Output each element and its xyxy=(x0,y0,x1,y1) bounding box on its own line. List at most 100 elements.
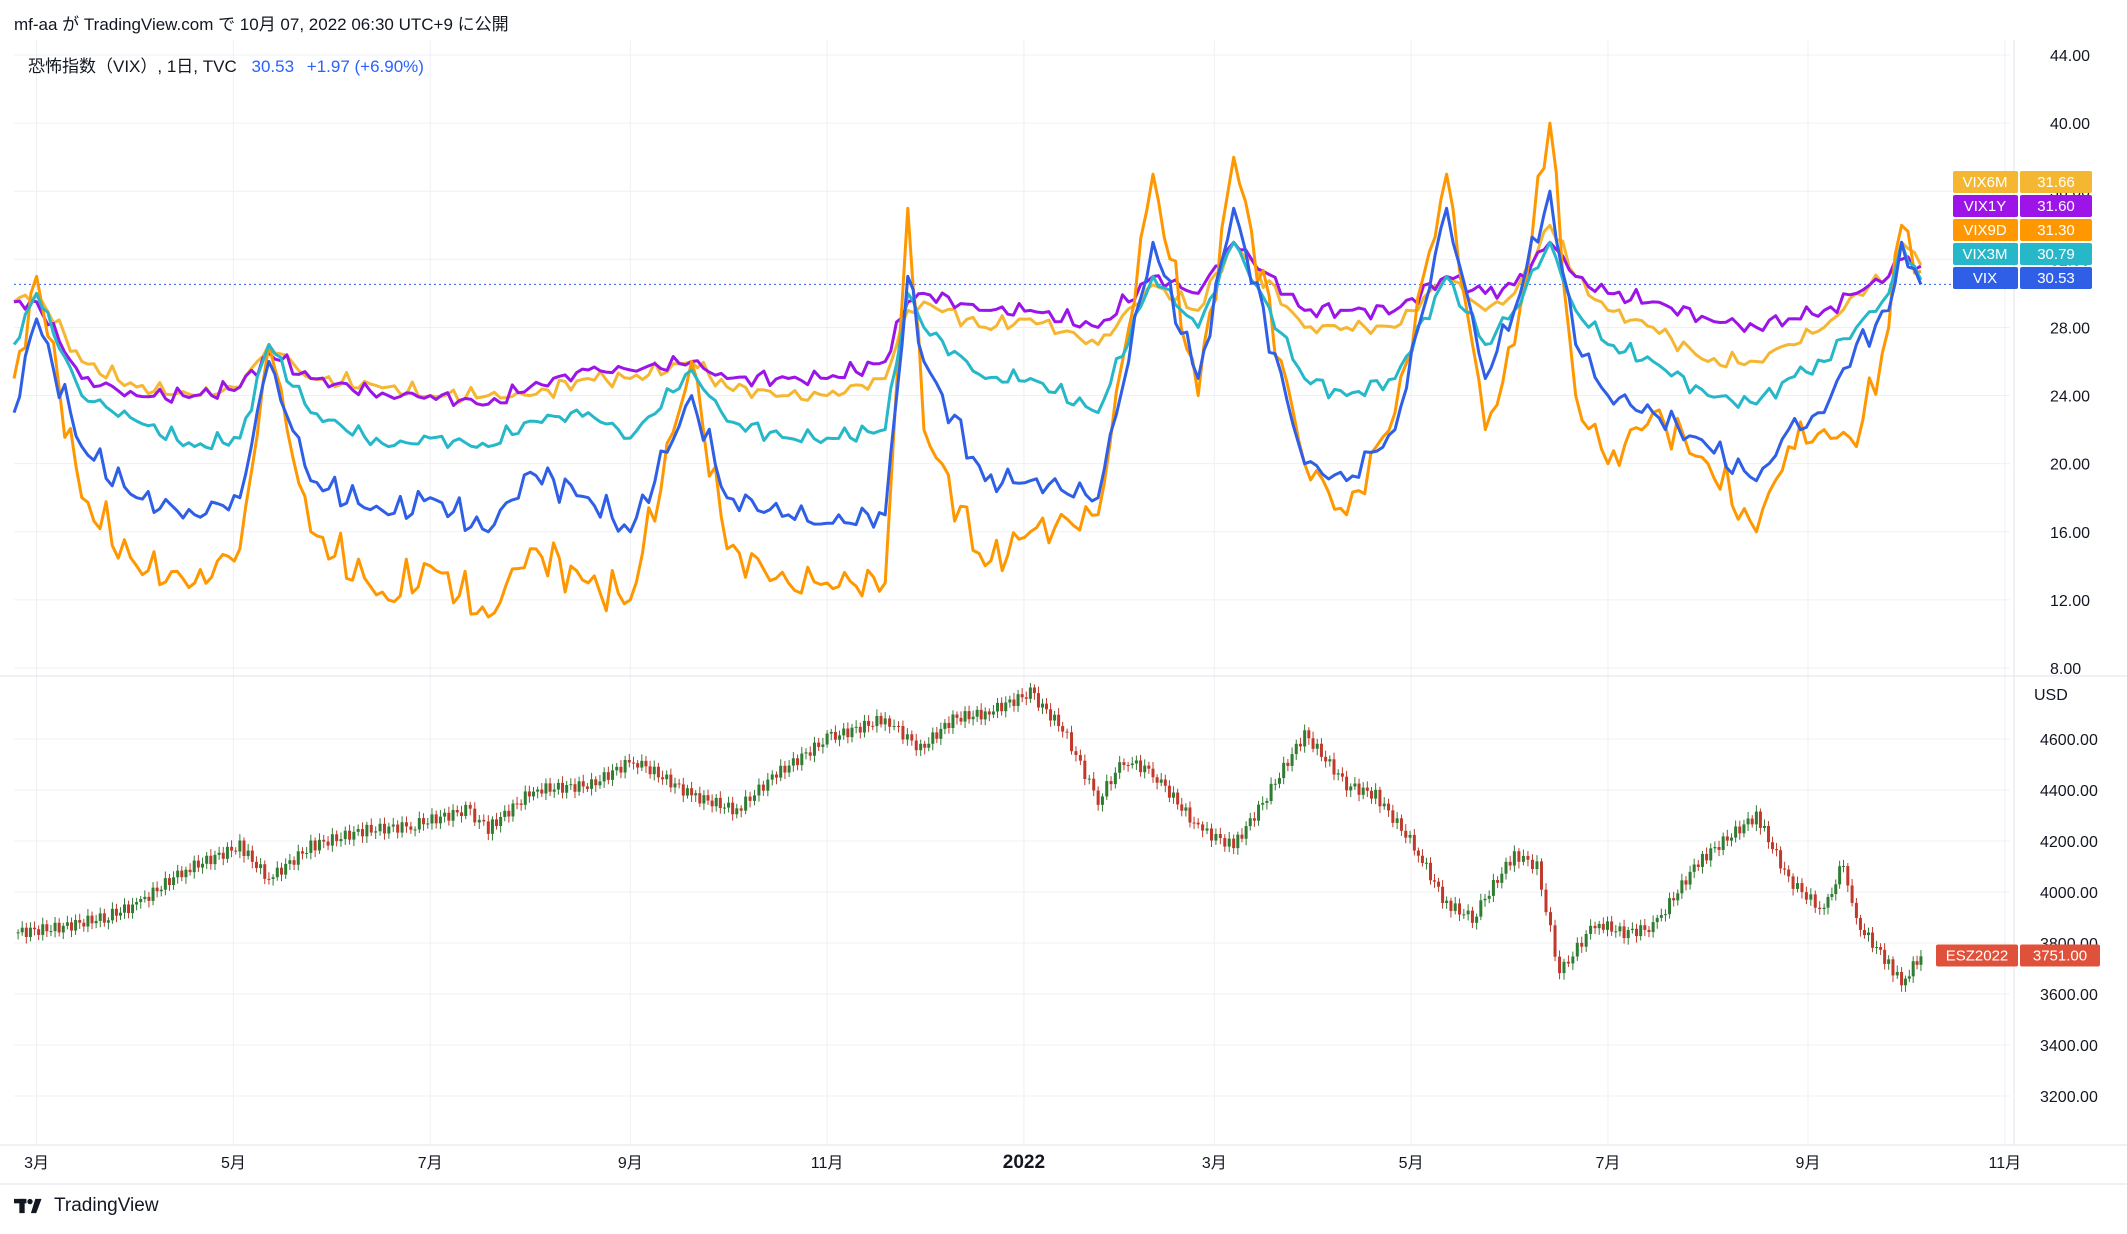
vix-axis-tick-label[interactable]: 8.00 xyxy=(2050,661,2081,678)
candle-body[interactable] xyxy=(685,788,689,796)
symbol-legend[interactable]: 恐怖指数（VIX）, 1日, TVC 30.53 +1.97 (+6.90%) xyxy=(28,52,424,77)
candle-body[interactable] xyxy=(322,839,326,842)
candle-body[interactable] xyxy=(348,830,352,840)
candle-body[interactable] xyxy=(1766,825,1770,843)
candle-body[interactable] xyxy=(1232,838,1236,849)
candle-body[interactable] xyxy=(1349,786,1353,791)
candle-body[interactable] xyxy=(443,812,447,817)
futures-axis-tick-label[interactable]: 4600.00 xyxy=(2040,732,2098,749)
candle-body[interactable] xyxy=(1192,822,1196,824)
candle-body[interactable] xyxy=(365,824,369,837)
candle-body[interactable] xyxy=(673,783,677,788)
candle-body[interactable] xyxy=(201,863,205,868)
candle-body[interactable] xyxy=(573,784,577,792)
candle-body[interactable] xyxy=(735,808,739,815)
candle-body[interactable] xyxy=(1049,709,1053,721)
candle-body[interactable] xyxy=(275,867,279,878)
candle-body[interactable] xyxy=(757,784,761,796)
futures-axis-tick-label[interactable]: 4400.00 xyxy=(2040,783,2098,800)
candle-body[interactable] xyxy=(523,791,527,805)
candle-body[interactable] xyxy=(975,709,979,717)
candle-body[interactable] xyxy=(246,850,250,857)
vix-axis-tick-label[interactable]: 12.00 xyxy=(2050,593,2090,610)
candle-body[interactable] xyxy=(871,725,875,727)
candle-body[interactable] xyxy=(1684,880,1688,885)
candle-body[interactable] xyxy=(1813,894,1817,908)
candle-body[interactable] xyxy=(1838,866,1842,885)
candle-body[interactable] xyxy=(581,781,585,787)
candle-body[interactable] xyxy=(1365,787,1369,791)
candle-body[interactable] xyxy=(1589,925,1593,934)
candle-body[interactable] xyxy=(1205,828,1209,831)
brand-footer[interactable]: TradingView xyxy=(14,1195,159,1217)
candle-body[interactable] xyxy=(326,841,330,846)
series-line-vix3m[interactable] xyxy=(12,240,1923,451)
candle-body[interactable] xyxy=(271,877,275,879)
candle-body[interactable] xyxy=(987,711,991,715)
candle-body[interactable] xyxy=(1020,694,1024,698)
candle-body[interactable] xyxy=(652,766,656,775)
candle-body[interactable] xyxy=(640,760,644,768)
candle-body[interactable] xyxy=(391,824,395,827)
candle-body[interactable] xyxy=(396,824,400,833)
candle-body[interactable] xyxy=(983,711,987,720)
candle-body[interactable] xyxy=(279,867,283,875)
candle-body[interactable] xyxy=(1635,928,1639,937)
candle-body[interactable] xyxy=(1113,772,1117,785)
candle-body[interactable] xyxy=(590,779,594,789)
candle-body[interactable] xyxy=(910,734,914,741)
series-line-vix[interactable] xyxy=(12,189,1923,534)
candle-body[interactable] xyxy=(1530,859,1534,870)
candle-body[interactable] xyxy=(296,851,300,865)
time-axis[interactable]: 3月 5月 7月 9月 11月 2022 3月 5月 7月 9月 11月 xyxy=(24,1152,2021,1173)
candle-body[interactable] xyxy=(404,822,408,827)
candle-body[interactable] xyxy=(53,922,57,932)
candle-body[interactable] xyxy=(238,840,242,852)
candle-body[interactable] xyxy=(1273,783,1277,785)
candle-body[interactable] xyxy=(495,819,499,827)
candle-body[interactable] xyxy=(1475,916,1479,923)
candle-body[interactable] xyxy=(821,744,825,747)
candle-body[interactable] xyxy=(1100,796,1104,805)
candle-body[interactable] xyxy=(426,823,430,825)
candle-body[interactable] xyxy=(1070,732,1074,752)
candle-body[interactable] xyxy=(1672,898,1676,901)
candle-body[interactable] xyxy=(1433,880,1437,882)
candle-body[interactable] xyxy=(1261,802,1265,805)
time-axis-label[interactable]: 5月 xyxy=(1399,1155,1424,1172)
candle-body[interactable] xyxy=(317,839,321,851)
candle-body[interactable] xyxy=(1065,731,1069,733)
candle-body[interactable] xyxy=(1850,885,1854,903)
candle-body[interactable] xyxy=(1676,893,1680,901)
candle-body[interactable] xyxy=(833,731,837,740)
candle-body[interactable] xyxy=(1783,868,1787,870)
candle-body[interactable] xyxy=(1298,743,1302,747)
candle-body[interactable] xyxy=(1862,929,1866,936)
candle-body[interactable] xyxy=(850,727,854,738)
candle-body[interactable] xyxy=(842,728,846,736)
candle-body[interactable] xyxy=(1155,777,1159,783)
candle-body[interactable] xyxy=(1601,923,1605,930)
candle-body[interactable] xyxy=(1911,961,1915,977)
series-line-vix6m[interactable] xyxy=(13,223,1923,404)
candle-body[interactable] xyxy=(143,896,147,900)
candle-body[interactable] xyxy=(147,896,151,901)
candle-body[interactable] xyxy=(1265,800,1269,803)
candle-body[interactable] xyxy=(1087,778,1091,780)
candle-body[interactable] xyxy=(41,924,45,935)
candle-body[interactable] xyxy=(748,796,752,801)
candle-body[interactable] xyxy=(131,904,135,914)
candle-body[interactable] xyxy=(1083,760,1087,780)
candle-body[interactable] xyxy=(1345,776,1349,791)
candle-body[interactable] xyxy=(1826,896,1830,908)
candle-body[interactable] xyxy=(1374,789,1378,799)
candle-body[interactable] xyxy=(927,743,931,748)
time-axis-label[interactable]: 9月 xyxy=(1796,1155,1821,1172)
candle-body[interactable] xyxy=(382,823,386,834)
candle-body[interactable] xyxy=(1553,925,1557,957)
candle-body[interactable] xyxy=(548,783,552,792)
candle-body[interactable] xyxy=(1867,932,1871,936)
candle-body[interactable] xyxy=(1109,781,1113,785)
candle-body[interactable] xyxy=(45,924,49,932)
candle-body[interactable] xyxy=(1610,921,1614,932)
